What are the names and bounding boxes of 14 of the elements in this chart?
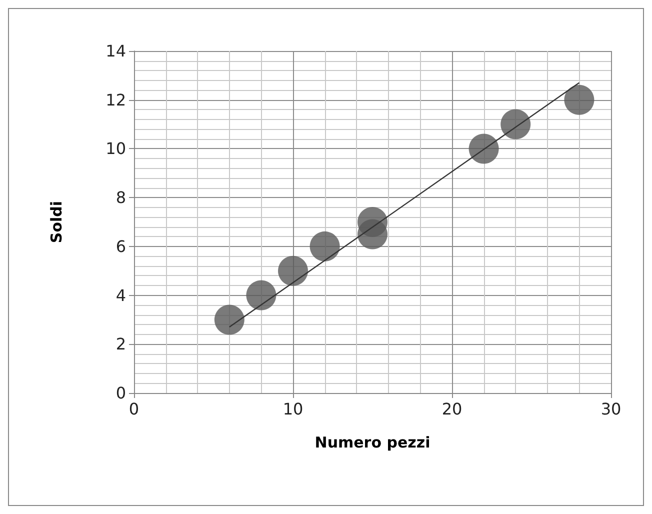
x-tick-label: 10 <box>282 400 304 418</box>
y-axis-title: Soldi <box>48 200 66 244</box>
x-tick-label: 30 <box>600 400 622 418</box>
x-tick-label: 0 <box>128 400 140 418</box>
y-tick-label: 14 <box>106 42 126 60</box>
x-tick-label: 20 <box>442 400 462 418</box>
y-tick-label: 4 <box>116 286 126 305</box>
x-axis-title: Numero pezzi <box>314 434 430 452</box>
y-tick-label: 10 <box>106 139 126 158</box>
y-tick-label: 8 <box>116 188 126 208</box>
y-tick-label: 0 <box>116 384 126 402</box>
y-tick-label: 12 <box>106 90 126 110</box>
y-tick-label: 2 <box>116 334 126 354</box>
y-tick-label: 6 <box>116 236 126 256</box>
